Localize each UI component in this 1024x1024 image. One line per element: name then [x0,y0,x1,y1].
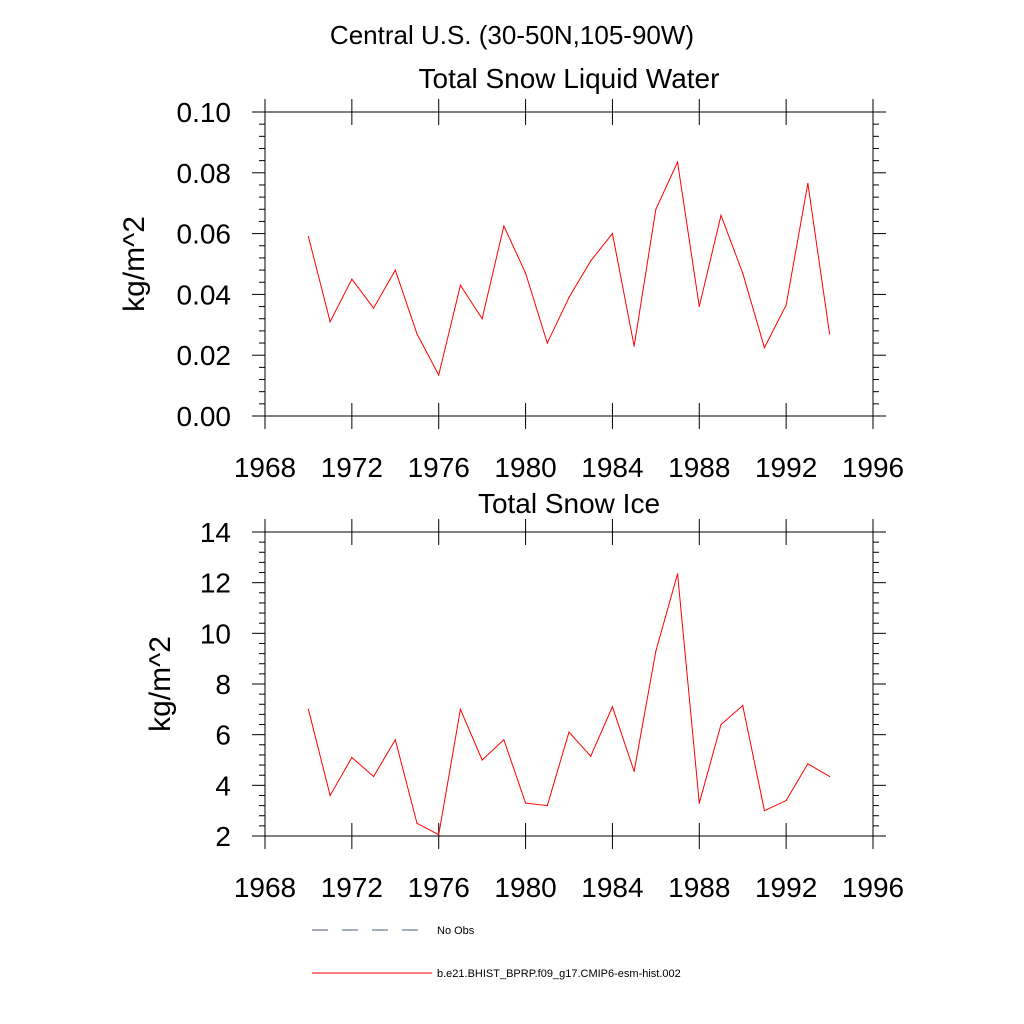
x-tick-label: 1988 [668,452,730,483]
data-point [546,805,548,807]
y-tick-label: 0.08 [177,158,232,189]
data-point [763,810,766,812]
data-point [351,756,353,759]
series-line-liquid-water [307,160,831,377]
data-point [676,573,679,575]
data-point [394,269,396,271]
y-axis-label-liquid-water: kg/m^2 [118,216,151,312]
y-tick-label: 2 [215,821,231,852]
data-point [828,775,831,778]
data-point [416,333,418,335]
data-point [372,775,375,778]
x-tick-label: 1996 [842,872,904,903]
data-point [307,708,310,710]
plot-frame-liquid-water [264,111,874,417]
data-point [351,278,353,280]
data-point [742,704,744,707]
data-point [763,347,766,349]
x-tick-label: 1992 [755,872,817,903]
data-point [503,739,505,741]
plot-frame-snow-ice [264,531,874,837]
y-tick-label: 0.04 [177,279,232,310]
data-point [807,763,809,765]
y-tick-label: 0.00 [177,401,232,432]
data-point [633,345,635,347]
data-point [524,802,527,804]
snow-ice-panel: Total Snow Ice kg/m^2 1968 1972 1976 1980 1984… [144,488,904,903]
series-line-snow-ice [307,573,830,836]
x-tick-label: 1968 [234,452,296,483]
y-tick-label: 6 [215,720,231,751]
data-point [720,214,722,216]
y-tick-label: 8 [215,669,231,700]
y-tick-label: 10 [200,618,231,649]
data-point [568,731,570,733]
legend-no-obs-label: No Obs [437,925,475,937]
x-tick-label: 1972 [321,872,383,903]
data-point [438,834,440,836]
y-axis-label-snow-ice: kg/m^2 [144,636,177,732]
x-tick-label: 1980 [494,872,556,903]
data-point [459,708,462,710]
x-tick-label: 1972 [321,452,383,483]
x-tick-label: 1988 [668,872,730,903]
data-point [459,284,462,286]
x-tick-label: 1992 [755,452,817,483]
data-point [698,802,700,804]
data-point [329,794,331,797]
chart-title-liquid-water: Total Snow Liquid Water [419,63,720,94]
data-point [372,307,375,309]
data-point [611,233,614,235]
data-point [590,755,592,757]
y-tick-label: 0.10 [177,97,232,128]
data-point [828,333,831,335]
data-point [394,739,396,741]
chart-title-snow-ice: Total Snow Ice [478,488,660,519]
legend: No Obs b.e21.BHIST_BPRP.f09_g17.CMIP6-es… [312,925,681,980]
data-point [807,182,809,185]
x-tick-label: 1976 [408,872,470,903]
data-point [785,799,787,802]
data-point [481,318,483,320]
snow-liquid-water-panel: Total Snow Liquid Water kg/m^2 1968 1972 197… [118,63,904,483]
y-tick-label: 0.06 [177,219,232,250]
page-title: Central U.S. (30-50N,105-90W) [330,20,694,50]
data-point [676,161,679,163]
x-tick-label: 1984 [581,872,643,903]
legend-model-label: b.e21.BHIST_BPRP.f09_g17.CMIP6-esm-hist.… [437,968,681,980]
y-tick-label: 4 [215,770,231,801]
data-point [307,236,310,238]
y-tick-label: 12 [200,568,231,599]
data-point [438,374,440,376]
x-tick-label: 1996 [842,452,904,483]
y-tick-label: 0.02 [177,340,232,371]
data-point [655,650,657,652]
data-point [590,260,592,262]
data-point [720,723,722,726]
data-point [655,208,657,210]
data-point [416,822,418,824]
data-point [568,296,570,299]
data-point [503,225,505,227]
data-point [698,305,700,308]
data-point [785,304,787,306]
x-tick-label: 1968 [234,872,296,903]
x-tick-label: 1984 [581,452,643,483]
data-point [611,706,614,708]
y-tick-label: 14 [200,517,231,548]
data-point [633,770,635,773]
x-tick-label: 1980 [494,452,556,483]
data-point [329,321,331,323]
data-point [742,272,744,274]
data-point [524,272,527,274]
data-point [546,342,548,344]
data-point [481,759,483,761]
x-tick-label: 1976 [408,452,470,483]
